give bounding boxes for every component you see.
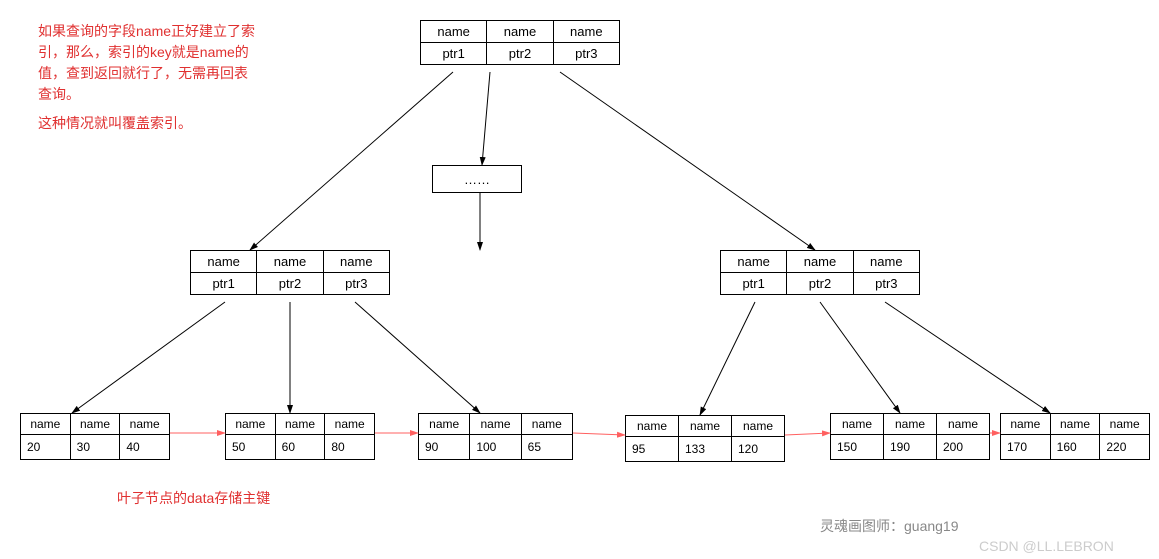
midL-col-2: name (324, 251, 389, 272)
leaf-2-val-1: 100 (470, 435, 521, 459)
btree-leaf-0: namenamename203040 (20, 413, 170, 460)
root-ptr-1: ptr2 (487, 43, 553, 64)
note-para-2: 这种情况就叫覆盖索引。 (38, 113, 258, 134)
leaf-link (573, 433, 625, 435)
tree-edge (560, 72, 815, 250)
leaf-1-val-1: 60 (276, 435, 326, 459)
leaf-0-hdr-0: name (21, 414, 71, 434)
leaf-2-val-0: 90 (419, 435, 470, 459)
tree-edge (820, 302, 900, 413)
tree-edge (72, 302, 225, 413)
leaf-4-val-0: 150 (831, 435, 884, 459)
leaf-1-hdr-2: name (325, 414, 374, 434)
btree-ellipsis-node: …… (432, 165, 522, 193)
leaf-note: 叶子节点的data存储主键 (117, 488, 270, 509)
covering-index-note: 如果查询的字段name正好建立了索引，那么，索引的key就是name的值，查到返… (38, 21, 258, 134)
leaf-5-hdr-1: name (1051, 414, 1101, 434)
leaf-1-val-0: 50 (226, 435, 276, 459)
root-ptr-0: ptr1 (421, 43, 487, 64)
root-col-1: name (487, 21, 553, 42)
tree-edge (355, 302, 480, 413)
btree-leaf-5: namenamename170160220 (1000, 413, 1150, 460)
leaf-3-val-1: 133 (679, 437, 732, 461)
midR-ptr-1: ptr2 (787, 273, 853, 294)
root-col-0: name (421, 21, 487, 42)
midR-ptr-0: ptr1 (721, 273, 787, 294)
leaf-0-hdr-1: name (71, 414, 121, 434)
leaf-0-val-0: 20 (21, 435, 71, 459)
leaf-0-val-1: 30 (71, 435, 121, 459)
midL-ptr-2: ptr3 (324, 273, 389, 294)
leaf-4-val-2: 200 (937, 435, 989, 459)
leaf-3-hdr-0: name (626, 416, 679, 436)
leaf-3-hdr-1: name (679, 416, 732, 436)
credit: 灵魂画图师：guang19 (820, 516, 959, 536)
watermark: CSDN @LL.LEBRON (979, 538, 1114, 554)
leaf-3-hdr-2: name (732, 416, 784, 436)
note-para-1: 如果查询的字段name正好建立了索引，那么，索引的key就是name的值，查到返… (38, 21, 258, 105)
root-col-2: name (554, 21, 619, 42)
leaf-5-hdr-2: name (1100, 414, 1149, 434)
midL-ptr-0: ptr1 (191, 273, 257, 294)
midR-col-1: name (787, 251, 853, 272)
leaf-1-hdr-0: name (226, 414, 276, 434)
leaf-5-val-0: 170 (1001, 435, 1051, 459)
leaf-5-val-2: 220 (1100, 435, 1149, 459)
leaf-1-hdr-1: name (276, 414, 326, 434)
leaf-5-val-1: 160 (1051, 435, 1101, 459)
leaf-2-hdr-1: name (470, 414, 521, 434)
midR-col-0: name (721, 251, 787, 272)
leaf-1-val-2: 80 (325, 435, 374, 459)
midL-col-1: name (257, 251, 323, 272)
leaf-link (785, 433, 830, 435)
leaf-3-val-0: 95 (626, 437, 679, 461)
midL-ptr-1: ptr2 (257, 273, 323, 294)
leaf-2-val-2: 65 (522, 435, 572, 459)
btree-leaf-4: namenamename150190200 (830, 413, 990, 460)
leaf-3-val-2: 120 (732, 437, 784, 461)
midL-col-0: name (191, 251, 257, 272)
leaf-4-hdr-2: name (937, 414, 989, 434)
leaf-4-val-1: 190 (884, 435, 937, 459)
midR-col-2: name (854, 251, 919, 272)
tree-edge (700, 302, 755, 415)
leaf-2-hdr-0: name (419, 414, 470, 434)
leaf-5-hdr-0: name (1001, 414, 1051, 434)
tree-edge (250, 72, 453, 250)
leaf-4-hdr-1: name (884, 414, 937, 434)
btree-internal-right: name name name ptr1 ptr2 ptr3 (720, 250, 920, 295)
btree-leaf-3: namenamename95133120 (625, 415, 785, 462)
leaf-4-hdr-0: name (831, 414, 884, 434)
btree-internal-left: name name name ptr1 ptr2 ptr3 (190, 250, 390, 295)
tree-edge (885, 302, 1050, 413)
btree-leaf-2: namenamename9010065 (418, 413, 573, 460)
leaf-0-val-2: 40 (120, 435, 169, 459)
root-ptr-2: ptr3 (554, 43, 619, 64)
btree-leaf-1: namenamename506080 (225, 413, 375, 460)
btree-root-node: name name name ptr1 ptr2 ptr3 (420, 20, 620, 65)
leaf-0-hdr-2: name (120, 414, 169, 434)
leaf-2-hdr-2: name (522, 414, 572, 434)
tree-edge (482, 72, 490, 165)
midR-ptr-2: ptr3 (854, 273, 919, 294)
